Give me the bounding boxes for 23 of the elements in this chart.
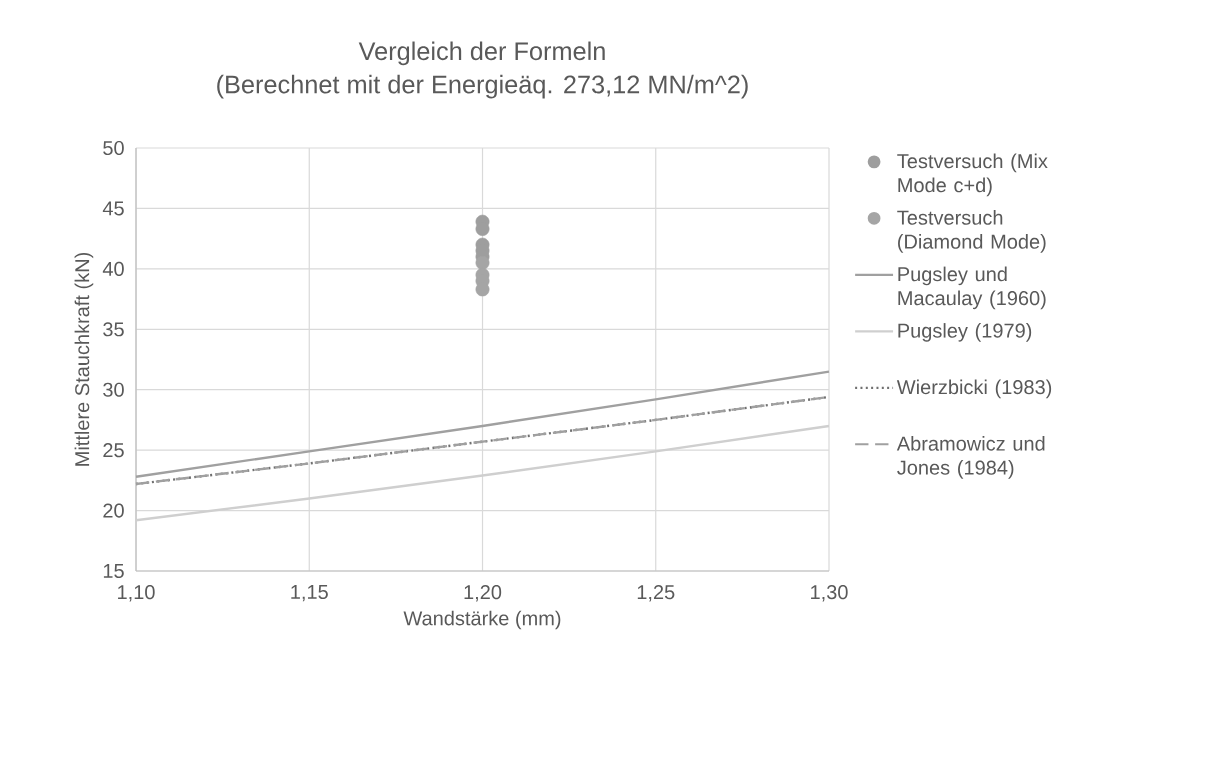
legend-label: Pugsley und Macaulay (1960)	[898, 266, 1046, 310]
y-tick-label: 20	[103, 503, 124, 518]
y-tick-label: 50	[103, 140, 124, 156]
y-tick-label: 30	[103, 382, 124, 397]
legend-label: Pugsley (1979)	[898, 323, 1032, 342]
legend-label: Abramowicz und Jones (1984)	[896, 436, 1045, 479]
y-tick-label: 25	[103, 443, 124, 458]
legend-label: Testversuch (Mix Mode c+d)	[897, 153, 1048, 197]
x-tick-label: 1,30	[811, 585, 848, 602]
legend-label: Testversuch (Diamond Mode)	[897, 210, 1046, 253]
y-tick-label: 45	[102, 201, 124, 216]
x-tick-label: 1,25	[637, 585, 675, 602]
x-tick-label: 1,10	[118, 585, 155, 602]
legend-label: Wierzbicki (1983)	[896, 379, 1052, 399]
x-tick-label: 1,15	[291, 585, 328, 602]
chart-subtitle: (Berechnet mit der Energieäq. 273,12 MN/m^2)	[217, 74, 748, 99]
y-axis-title: Mittlere Stauchkraft (kN)	[74, 252, 94, 466]
y-tick-label: 15	[103, 564, 124, 578]
y-tick-label: 35	[103, 322, 124, 337]
x-axis-title: Wandstärke (mm)	[403, 610, 561, 630]
x-tick-label: 1,20	[464, 585, 502, 602]
y-tick-label: 40	[102, 261, 124, 276]
chart-title: Vergleich der Formeln	[358, 41, 605, 66]
